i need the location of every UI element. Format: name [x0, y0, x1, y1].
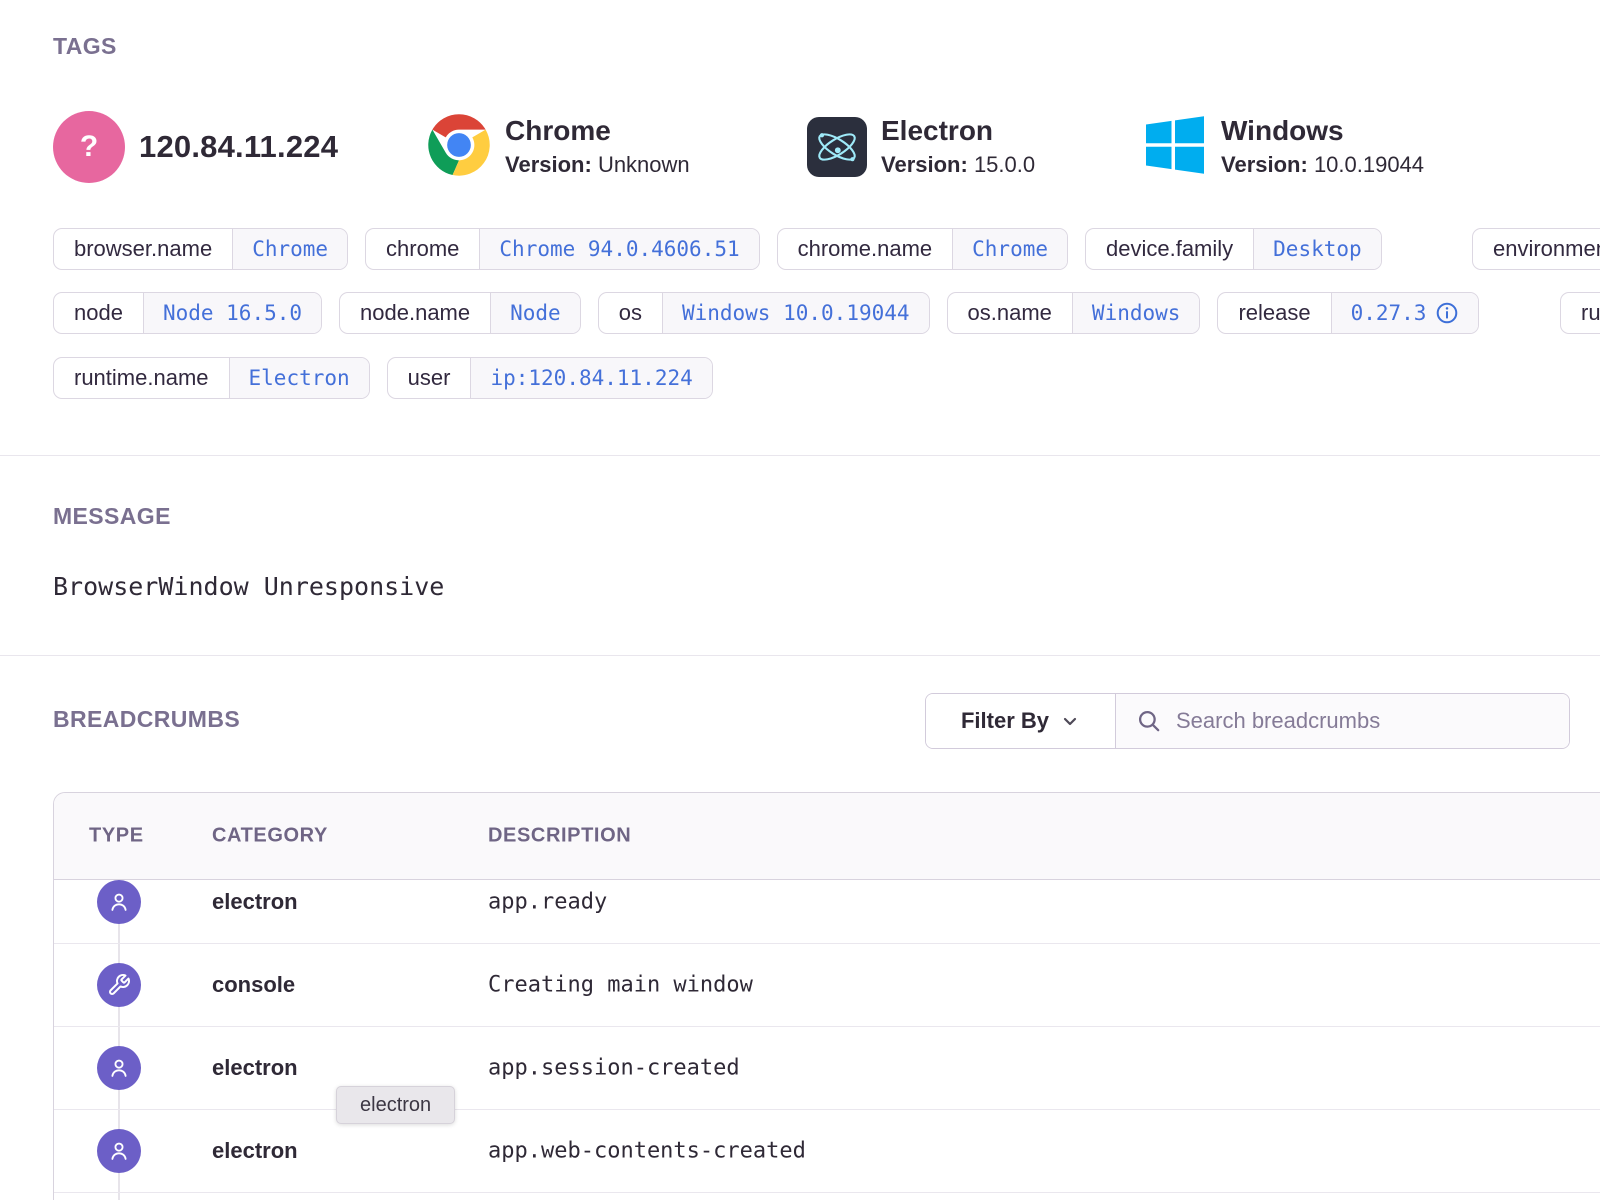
- breadcrumbs-table-body: electron app.ready console Creating main…: [54, 880, 1600, 1200]
- tag-pill-chrome: chrome Chrome 94.0.4606.51: [365, 228, 760, 270]
- context-summary-row: ? 120.84.11.224 Chrome Version: Unknown: [53, 111, 1600, 183]
- breadcrumbs-section-title: BREADCRUMBS: [53, 706, 240, 733]
- tag-pill-runtime: runtime: [1560, 292, 1600, 334]
- breadcrumb-category[interactable]: electron: [212, 889, 298, 915]
- breadcrumb-description: app.ready: [488, 889, 607, 914]
- table-row-partial: [54, 1192, 1600, 1200]
- windows-icon: [1143, 113, 1207, 182]
- breadcrumbs-filter-bar: Filter By: [925, 693, 1570, 749]
- tag-value-link[interactable]: Chrome: [952, 229, 1067, 269]
- breadcrumb-description: Creating main window: [488, 973, 753, 998]
- user-icon: [97, 880, 141, 924]
- tag-pill-browser-name: browser.name Chrome: [53, 228, 348, 270]
- breadcrumb-description: app.session-created: [488, 1056, 740, 1081]
- section-divider: [0, 455, 1600, 456]
- tag-pill-environment: environment: [1472, 228, 1600, 270]
- breadcrumbs-table-header: TYPE CATEGORY DESCRIPTION: [54, 793, 1600, 880]
- tag-pill-device-family: device.family Desktop: [1085, 228, 1382, 270]
- column-header-description: DESCRIPTION: [488, 825, 631, 848]
- tag-value-link[interactable]: 0.27.3: [1331, 293, 1479, 333]
- context-os-title: Windows: [1221, 116, 1424, 147]
- issue-detail-page: TAGS ? 120.84.11.224 Chrome Version:: [0, 0, 1600, 1200]
- message-section-title: MESSAGE: [53, 503, 171, 530]
- info-icon[interactable]: [1435, 301, 1459, 325]
- context-user-title: 120.84.11.224: [139, 129, 338, 165]
- table-row: electron app.web-contents-created: [54, 1109, 1600, 1192]
- context-user: ? 120.84.11.224: [53, 111, 338, 183]
- breadcrumb-category[interactable]: console: [212, 972, 295, 998]
- context-browser-title: Chrome: [505, 116, 690, 147]
- tag-pill-row: node Node 16.5.0 node.name Node os Windo…: [53, 292, 1479, 334]
- breadcrumbs-searchbox: [1116, 694, 1569, 748]
- tag-pill-node: node Node 16.5.0: [53, 292, 322, 334]
- context-browser-version: Version: Unknown: [505, 152, 690, 178]
- breadcrumb-category[interactable]: electron: [212, 1055, 298, 1081]
- tags-section-title: TAGS: [53, 33, 117, 60]
- tag-value-link[interactable]: Node 16.5.0: [143, 293, 321, 333]
- tag-pill-node-name: node.name Node: [339, 292, 581, 334]
- tag-value-link[interactable]: Windows 10.0.19044: [662, 293, 929, 333]
- context-os: Windows Version: 10.0.19044: [1143, 111, 1424, 183]
- wrench-icon: [97, 963, 141, 1007]
- tag-pill-row: runtime.name Electron user ip:120.84.11.…: [53, 357, 713, 399]
- breadcrumbs-table: TYPE CATEGORY DESCRIPTION electron app.r…: [53, 792, 1600, 1200]
- tag-pill-os: os Windows 10.0.19044: [598, 292, 930, 334]
- user-icon: [97, 1046, 141, 1090]
- category-tooltip: electron: [336, 1086, 455, 1124]
- user-icon: [97, 1129, 141, 1173]
- tag-value-link[interactable]: Chrome: [232, 229, 347, 269]
- context-runtime-version: Version: 15.0.0: [881, 152, 1035, 178]
- filter-by-button[interactable]: Filter By: [926, 694, 1116, 748]
- breadcrumb-description: app.web-contents-created: [488, 1139, 806, 1164]
- tag-value-link[interactable]: Node: [490, 293, 580, 333]
- tag-value-link[interactable]: Desktop: [1253, 229, 1381, 269]
- electron-icon: [807, 117, 867, 177]
- chrome-icon: [427, 113, 491, 182]
- tag-pill-user: user ip:120.84.11.224: [387, 357, 713, 399]
- search-icon: [1136, 708, 1162, 734]
- tag-value-link[interactable]: Windows: [1072, 293, 1200, 333]
- tag-value-link[interactable]: Electron: [229, 358, 369, 398]
- column-header-category: CATEGORY: [212, 825, 328, 848]
- table-row: electron app.ready: [54, 880, 1600, 943]
- column-header-type: TYPE: [89, 825, 144, 848]
- table-row: console Creating main window: [54, 943, 1600, 1026]
- question-avatar-icon: ?: [53, 111, 125, 183]
- breadcrumb-category[interactable]: electron: [212, 1138, 298, 1164]
- context-browser: Chrome Version: Unknown: [427, 111, 690, 183]
- chevron-down-icon: [1060, 711, 1080, 731]
- tag-pill-runtime-name: runtime.name Electron: [53, 357, 370, 399]
- context-os-version: Version: 10.0.19044: [1221, 152, 1424, 178]
- tag-pill-os-name: os.name Windows: [947, 292, 1201, 334]
- tag-pill-chrome-name: chrome.name Chrome: [777, 228, 1068, 270]
- search-breadcrumbs-input[interactable]: [1176, 708, 1549, 734]
- message-text: BrowserWindow Unresponsive: [53, 572, 444, 601]
- tag-value-link[interactable]: ip:120.84.11.224: [470, 358, 711, 398]
- tag-pill-row: browser.name Chrome chrome Chrome 94.0.4…: [53, 228, 1382, 270]
- context-runtime-title: Electron: [881, 116, 1035, 147]
- table-row: electron app.session-created: [54, 1026, 1600, 1109]
- tag-pill-release: release 0.27.3: [1217, 292, 1479, 334]
- section-divider: [0, 655, 1600, 656]
- context-runtime: Electron Version: 15.0.0: [807, 111, 1035, 183]
- tag-value-link[interactable]: Chrome 94.0.4606.51: [479, 229, 758, 269]
